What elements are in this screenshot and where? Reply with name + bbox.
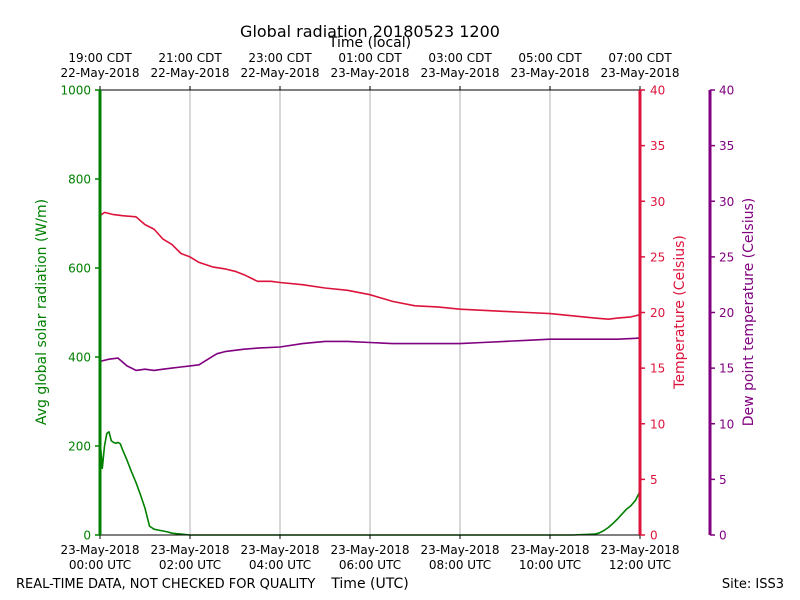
x-tick-label-time: 06:00 UTC [339,558,401,572]
dewpoint-tick-label: 25 [719,250,734,264]
left-tick-label: 400 [68,351,91,365]
temperature-tick-label: 15 [650,362,665,376]
series-layer [99,211,641,536]
x-tick-label-date: 23-May-2018 [600,543,679,557]
left-tick-label: 0 [83,529,91,543]
chart-title: Global radiation 20180523 1200 [240,22,500,41]
x-tick-label-time: 10:00 UTC [519,558,581,572]
radiation-line [99,431,641,536]
x-tick-label-date: 23-May-2018 [150,543,229,557]
dewpoint-line [99,337,641,372]
left-tick-label: 1000 [60,84,91,98]
temperature-tick-label: 5 [650,473,658,487]
x-tick-label-time: 04:00 UTC [249,558,311,572]
top-x-axis-label: Time (local) [328,35,411,51]
x2-tick-label-date: 22-May-2018 [60,66,139,80]
temperature-tick-label: 10 [650,417,665,431]
x2-tick-label-time: 03:00 CDT [428,51,492,65]
x2-tick-label-time: 23:00 CDT [248,51,312,65]
x2-tick-label-date: 23-May-2018 [420,66,499,80]
left-tick-label: 600 [68,262,91,276]
dewpoint-tick-label: 5 [719,473,727,487]
x2-tick-label-date: 23-May-2018 [330,66,409,80]
vertical-grid [189,90,551,535]
x2-tick-label-time: 05:00 CDT [518,51,582,65]
temperature-tick-label: 0 [650,529,658,543]
temperature-tick-label: 30 [650,195,665,209]
x2-tick-label-date: 22-May-2018 [240,66,319,80]
x-tick-label-date: 23-May-2018 [240,543,319,557]
left-tick-label: 200 [68,440,91,454]
x2-tick-label-time: 07:00 CDT [608,51,672,65]
quality-note: REAL-TIME DATA, NOT CHECKED FOR QUALITY [16,577,315,592]
x-tick-label-time: 08:00 UTC [429,558,491,572]
dewpoint-tick-label: 15 [719,362,734,376]
x2-tick-label-date: 23-May-2018 [600,66,679,80]
x-tick-label-date: 23-May-2018 [420,543,499,557]
x-tick-label-time: 12:00 UTC [609,558,671,572]
x2-tick-label-time: 21:00 CDT [158,51,222,65]
site-label: Site: ISS3 [722,577,784,592]
x2-tick-label-time: 19:00 CDT [68,51,132,65]
dewpoint-tick-label: 35 [719,139,734,153]
temperature-tick-label: 35 [650,139,665,153]
x-tick-label-date: 23-May-2018 [60,543,139,557]
x-tick-label-date: 23-May-2018 [510,543,589,557]
dewpoint-tick-label: 20 [719,306,734,320]
dewpoint-axis-label: Dew point temperature (Celsius) [741,198,757,426]
dewpoint-tick-label: 10 [719,417,734,431]
temperature-axis-label: Temperature (Celsius) [672,235,688,390]
temperature-tick-label: 25 [650,250,665,264]
bottom-x-axis-label: Time (UTC) [330,576,408,592]
left-y-axis-label: Avg global solar radiation (W/m) [34,199,50,425]
temperature-tick-label: 40 [650,84,665,98]
x-tick-label-time: 00:00 UTC [69,558,131,572]
temperature-line [99,211,641,320]
temperature-tick-label: 20 [650,306,665,320]
x-tick-label-time: 02:00 UTC [159,558,221,572]
left-tick-label: 800 [68,173,91,187]
x2-tick-label-date: 23-May-2018 [510,66,589,80]
x2-tick-label-time: 01:00 CDT [338,51,402,65]
dewpoint-tick-label: 40 [719,84,734,98]
dewpoint-tick-label: 0 [719,529,727,543]
x2-tick-label-date: 22-May-2018 [150,66,229,80]
dewpoint-tick-label: 30 [719,195,734,209]
x-tick-label-date: 23-May-2018 [330,543,409,557]
